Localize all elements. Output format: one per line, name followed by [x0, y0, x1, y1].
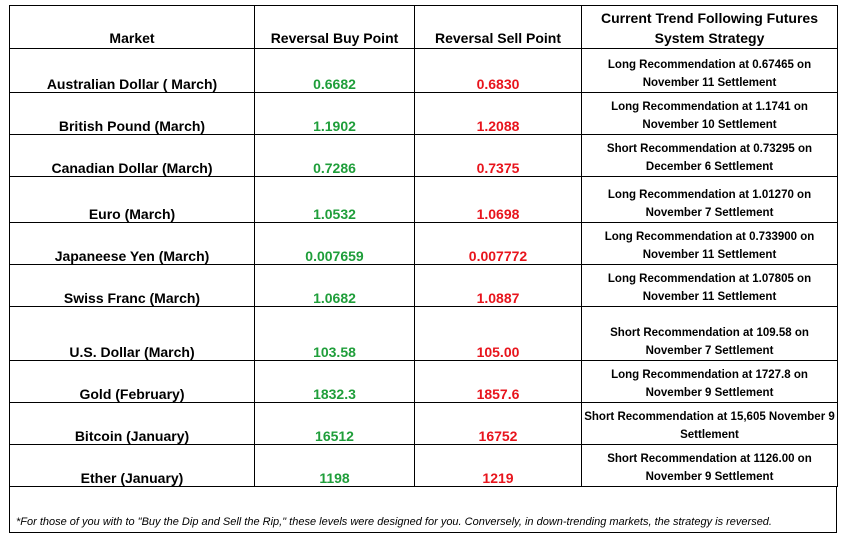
header-strategy: Current Trend Following Futures System S… [581, 5, 838, 49]
buy-point-cell: 1.0532 [254, 176, 415, 223]
table-row: U.S. Dollar (March) 103.58 105.00 Short … [9, 306, 838, 361]
buy-point-cell: 1198 [254, 444, 415, 487]
table-row: Canadian Dollar (March) 0.7286 0.7375 Sh… [9, 134, 838, 177]
table-row: Euro (March) 1.0532 1.0698 Long Recommen… [9, 176, 838, 223]
strategy-cell: Long Recommendation at 1.07805 on Novemb… [581, 264, 838, 307]
market-cell: Bitcoin (January) [9, 402, 255, 445]
footnote-box: *For those of you with to "Buy the Dip a… [9, 487, 837, 533]
strategy-cell: Short Recommendation at 109.58 on Novemb… [581, 306, 838, 361]
header-row: Market Reversal Buy Point Reversal Sell … [9, 5, 838, 49]
strategy-cell: Long Recommendation at 1727.8 on Novembe… [581, 360, 838, 403]
sell-point-cell: 16752 [414, 402, 582, 445]
sell-point-cell: 1.0887 [414, 264, 582, 307]
buy-point-cell: 1832.3 [254, 360, 415, 403]
header-sell-point: Reversal Sell Point [414, 5, 582, 49]
header-market: Market [9, 5, 255, 49]
sell-point-cell: 0.6830 [414, 48, 582, 93]
buy-point-cell: 1.0682 [254, 264, 415, 307]
sell-point-cell: 105.00 [414, 306, 582, 361]
table-row: British Pound (March) 1.1902 1.2088 Long… [9, 92, 838, 135]
footnote-text: *For those of you with to "Buy the Dip a… [16, 516, 772, 528]
buy-point-cell: 1.1902 [254, 92, 415, 135]
buy-point-cell: 103.58 [254, 306, 415, 361]
market-cell: Australian Dollar ( March) [9, 48, 255, 93]
sell-point-cell: 1857.6 [414, 360, 582, 403]
strategy-cell: Long Recommendation at 1.01270 on Novemb… [581, 176, 838, 223]
market-cell: Gold (February) [9, 360, 255, 403]
table-row: Ether (January) 1198 1219 Short Recommen… [9, 444, 838, 487]
buy-point-cell: 0.7286 [254, 134, 415, 177]
buy-point-cell: 16512 [254, 402, 415, 445]
sell-point-cell: 0.007772 [414, 222, 582, 265]
market-cell: U.S. Dollar (March) [9, 306, 255, 361]
reversal-points-table: Market Reversal Buy Point Reversal Sell … [9, 5, 838, 487]
table-row: Gold (February) 1832.3 1857.6 Long Recom… [9, 360, 838, 403]
header-buy-point: Reversal Buy Point [254, 5, 415, 49]
strategy-cell: Long Recommendation at 0.733900 on Novem… [581, 222, 838, 265]
strategy-cell: Short Recommendation at 15,605 November … [581, 402, 838, 445]
strategy-cell: Short Recommendation at 0.73295 on Decem… [581, 134, 838, 177]
table-row: Australian Dollar ( March) 0.6682 0.6830… [9, 48, 838, 93]
table-row: Swiss Franc (March) 1.0682 1.0887 Long R… [9, 264, 838, 307]
buy-point-cell: 0.007659 [254, 222, 415, 265]
sell-point-cell: 1219 [414, 444, 582, 487]
market-cell: Japaneese Yen (March) [9, 222, 255, 265]
buy-point-cell: 0.6682 [254, 48, 415, 93]
sell-point-cell: 1.0698 [414, 176, 582, 223]
market-cell: Ether (January) [9, 444, 255, 487]
market-cell: Euro (March) [9, 176, 255, 223]
market-cell: Canadian Dollar (March) [9, 134, 255, 177]
table-row: Bitcoin (January) 16512 16752 Short Reco… [9, 402, 838, 445]
sell-point-cell: 1.2088 [414, 92, 582, 135]
market-cell: Swiss Franc (March) [9, 264, 255, 307]
strategy-cell: Long Recommendation at 0.67465 on Novemb… [581, 48, 838, 93]
strategy-cell: Short Recommendation at 1126.00 on Novem… [581, 444, 838, 487]
sell-point-cell: 0.7375 [414, 134, 582, 177]
strategy-cell: Long Recommendation at 1.1741 on Novembe… [581, 92, 838, 135]
market-cell: British Pound (March) [9, 92, 255, 135]
table-row: Japaneese Yen (March) 0.007659 0.007772 … [9, 222, 838, 265]
